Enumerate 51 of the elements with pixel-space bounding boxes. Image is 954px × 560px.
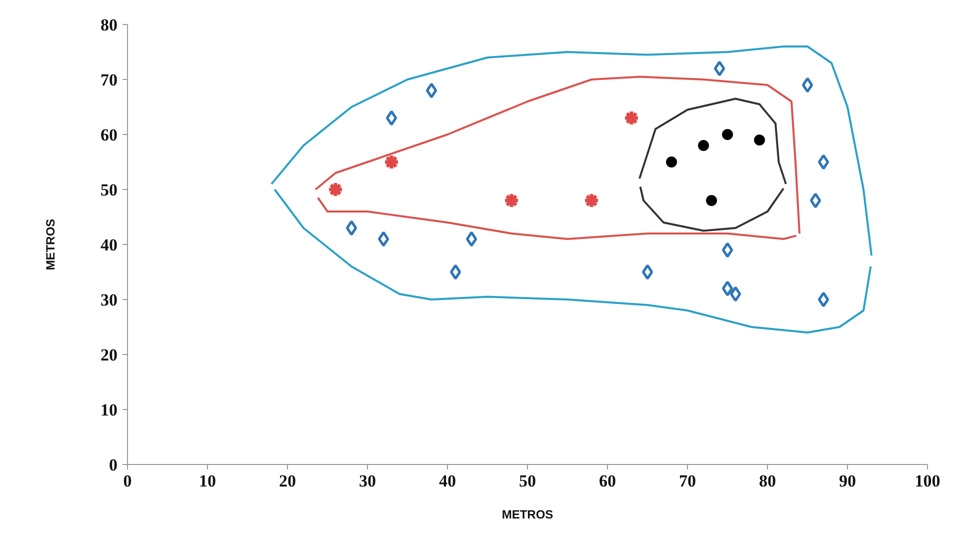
y-tick-label: 0 [109, 456, 118, 474]
x-tick-label: 70 [679, 472, 696, 490]
x-tick-label: 10 [199, 472, 216, 490]
point [386, 110, 398, 126]
x-tick-label: 90 [839, 472, 856, 490]
point [426, 82, 438, 98]
y-tick-label: 80 [100, 16, 118, 34]
point [327, 181, 344, 198]
point [818, 292, 830, 308]
x-tick-label: 100 [914, 472, 940, 490]
x-tick-label: 40 [439, 472, 456, 490]
y-tick-label: 70 [100, 70, 118, 90]
point [642, 264, 654, 280]
x-tick-label: 0 [123, 472, 132, 490]
point [722, 129, 733, 140]
point [346, 220, 358, 236]
point [810, 192, 822, 208]
y-tick-label: 40 [100, 236, 118, 254]
point [666, 156, 677, 168]
line-series [638, 98, 787, 185]
y-tick-label: 60 [100, 126, 118, 144]
line-series [639, 186, 784, 232]
point [754, 134, 765, 146]
x-tick-label: 30 [359, 472, 376, 490]
x-tick-label: 20 [279, 472, 296, 490]
x-tick-label: 80 [759, 472, 776, 490]
point [450, 264, 462, 280]
line-series [270, 46, 872, 256]
point [623, 110, 640, 126]
y-axis-title: METROS [44, 218, 58, 270]
point [378, 231, 390, 247]
x-tick-label: 50 [519, 472, 536, 490]
y-tick-label: 50 [100, 180, 118, 200]
point [722, 242, 734, 258]
point [583, 192, 600, 209]
point [383, 154, 400, 170]
point [706, 195, 717, 206]
point [466, 231, 478, 247]
point [503, 192, 520, 209]
line-series [274, 188, 872, 334]
y-tick-label: 30 [100, 290, 118, 310]
point [722, 280, 734, 296]
point [714, 60, 726, 76]
x-axis-title: METROS [502, 508, 554, 522]
point [802, 77, 814, 93]
y-tick-label: 10 [100, 400, 118, 420]
point [698, 140, 709, 151]
x-tick-label: 60 [599, 472, 616, 490]
y-tick-label: 20 [100, 346, 118, 364]
point [730, 286, 742, 302]
point [818, 154, 830, 170]
